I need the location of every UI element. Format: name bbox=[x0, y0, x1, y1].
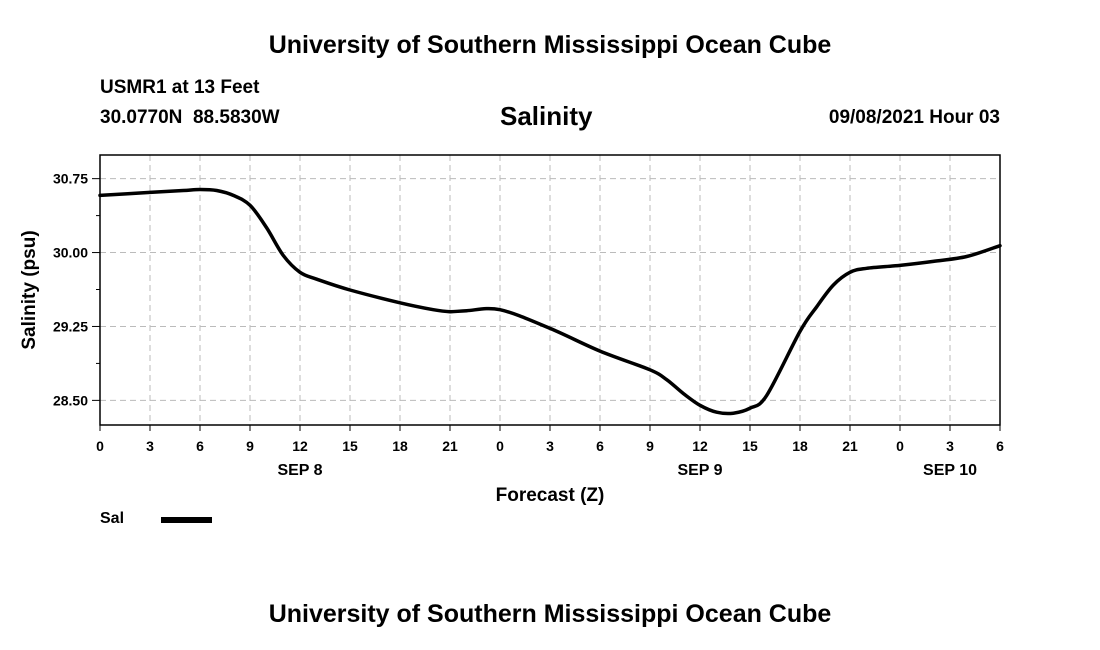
x-tick-label: 9 bbox=[246, 438, 254, 454]
legend-label: Sal bbox=[100, 510, 125, 527]
x-tick-label: 18 bbox=[792, 438, 808, 454]
x-tick-label: 12 bbox=[292, 438, 308, 454]
x-tick-label: 6 bbox=[996, 438, 1004, 454]
legend-line-swatch bbox=[161, 517, 212, 523]
station-coordinates: 30.0770N 88.5830W bbox=[100, 107, 280, 128]
x-tick-label: 12 bbox=[692, 438, 708, 454]
main-title: University of Southern Mississippi Ocean… bbox=[268, 31, 832, 59]
station-name: USMR1 at 13 Feet bbox=[100, 77, 260, 98]
x-tick-label: 3 bbox=[546, 438, 554, 454]
salinity-series-line bbox=[98, 187, 1002, 416]
x-tick-label: 15 bbox=[342, 438, 358, 454]
x-tick-label: 3 bbox=[146, 438, 154, 454]
x-tick-label: 9 bbox=[646, 438, 654, 454]
plot-frame bbox=[99, 154, 1001, 426]
y-tick-label: 30.75 bbox=[53, 171, 88, 187]
x-tick-label: 18 bbox=[392, 438, 408, 454]
footer-title: University of Southern Mississippi Ocean… bbox=[268, 600, 832, 628]
x-tick-label: 3 bbox=[946, 438, 954, 454]
x-tick-label: 15 bbox=[742, 438, 758, 454]
x-tick-label: 0 bbox=[896, 438, 904, 454]
date-label: SEP 9 bbox=[677, 462, 722, 479]
x-axis-title: Forecast (Z) bbox=[496, 485, 605, 506]
y-axis-title: Salinity (psu) bbox=[19, 230, 40, 349]
date-label: SEP 10 bbox=[923, 462, 977, 479]
y-tick-label: 28.50 bbox=[53, 392, 88, 408]
x-tick-label: 6 bbox=[596, 438, 604, 454]
x-tick-label: 6 bbox=[196, 438, 204, 454]
x-tick-label: 0 bbox=[496, 438, 504, 454]
forecast-time: 09/08/2021 Hour 03 bbox=[828, 107, 1000, 128]
x-tick-label: 21 bbox=[442, 438, 458, 454]
x-tick-label: 21 bbox=[842, 438, 858, 454]
chart-title: Salinity bbox=[500, 101, 593, 131]
x-tick-label: 0 bbox=[96, 438, 104, 454]
date-label: SEP 8 bbox=[277, 462, 322, 479]
y-tick-label: 29.25 bbox=[53, 318, 88, 334]
y-tick-label: 30.00 bbox=[53, 245, 88, 261]
